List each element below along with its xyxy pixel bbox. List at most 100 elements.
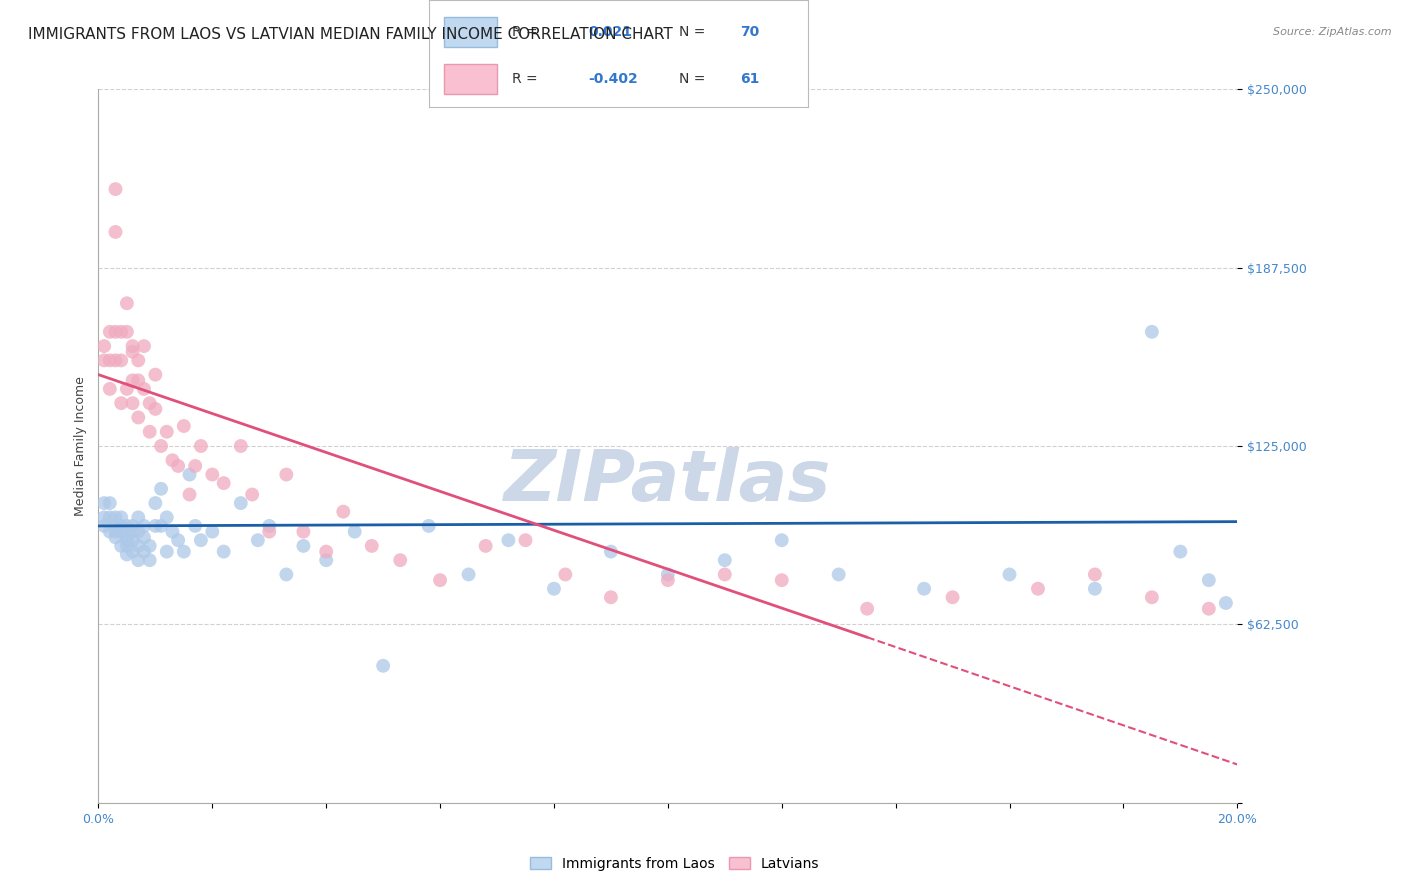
Point <box>201 467 224 482</box>
Point <box>132 382 155 396</box>
Point <box>162 453 184 467</box>
Point <box>156 544 179 558</box>
Point <box>110 396 132 410</box>
Point <box>93 519 115 533</box>
Point <box>127 373 149 387</box>
Text: IMMIGRANTS FROM LAOS VS LATVIAN MEDIAN FAMILY INCOME CORRELATION CHART: IMMIGRANTS FROM LAOS VS LATVIAN MEDIAN F… <box>28 27 673 42</box>
Point <box>127 553 149 567</box>
Point <box>292 524 315 539</box>
Point <box>104 353 127 368</box>
Point <box>543 582 565 596</box>
Point <box>259 519 281 533</box>
Point <box>600 591 623 605</box>
Point <box>104 519 127 533</box>
Point <box>104 530 127 544</box>
Point <box>110 353 132 368</box>
Point <box>229 496 252 510</box>
Point <box>115 296 138 310</box>
Point <box>942 591 965 605</box>
Point <box>110 519 132 533</box>
Point <box>259 524 281 539</box>
Point <box>150 519 173 533</box>
Point <box>457 567 479 582</box>
Point <box>115 519 138 533</box>
Point <box>173 544 195 558</box>
Point <box>714 567 737 582</box>
Point <box>127 524 149 539</box>
Point <box>1198 573 1220 587</box>
Text: 61: 61 <box>740 72 759 87</box>
Point <box>132 339 155 353</box>
Point <box>98 382 121 396</box>
Point <box>212 544 235 558</box>
Point <box>127 410 149 425</box>
Point <box>998 567 1021 582</box>
Point <box>121 544 143 558</box>
Point <box>104 524 127 539</box>
Point <box>240 487 263 501</box>
Point <box>212 476 235 491</box>
Point <box>912 582 935 596</box>
Point <box>190 533 212 548</box>
Point <box>201 524 224 539</box>
Point <box>229 439 252 453</box>
Point <box>138 539 160 553</box>
Point <box>110 539 132 553</box>
Legend: Immigrants from Laos, Latvians: Immigrants from Laos, Latvians <box>524 851 825 876</box>
Point <box>121 533 143 548</box>
Point <box>714 553 737 567</box>
FancyBboxPatch shape <box>444 17 498 47</box>
Point <box>770 573 793 587</box>
Point <box>474 539 496 553</box>
Point <box>121 344 143 359</box>
Text: 0.021: 0.021 <box>588 25 633 39</box>
Point <box>1140 325 1163 339</box>
Point <box>145 519 167 533</box>
Point <box>1215 596 1237 610</box>
Point <box>167 533 190 548</box>
Point <box>276 467 298 482</box>
Point <box>657 567 679 582</box>
Text: R =: R = <box>512 72 538 87</box>
Point <box>115 539 138 553</box>
Point <box>93 496 115 510</box>
Point <box>360 539 382 553</box>
Point <box>515 533 537 548</box>
Point <box>1084 582 1107 596</box>
Point <box>145 401 167 416</box>
Point <box>93 339 115 353</box>
Text: 70: 70 <box>740 25 759 39</box>
Point <box>292 539 315 553</box>
Point <box>167 458 190 473</box>
Point <box>332 505 354 519</box>
Point <box>110 325 132 339</box>
Point <box>98 524 121 539</box>
Text: Source: ZipAtlas.com: Source: ZipAtlas.com <box>1274 27 1392 37</box>
Point <box>115 530 138 544</box>
Point <box>315 544 337 558</box>
Point <box>104 510 127 524</box>
Point <box>98 510 121 524</box>
Point <box>138 553 160 567</box>
Point <box>600 544 623 558</box>
Point <box>132 544 155 558</box>
Point <box>429 573 451 587</box>
Point <box>98 325 121 339</box>
Point <box>554 567 576 582</box>
Text: N =: N = <box>679 25 706 39</box>
Point <box>770 533 793 548</box>
Point <box>1026 582 1049 596</box>
Point <box>173 419 195 434</box>
Point <box>1170 544 1192 558</box>
Point <box>98 496 121 510</box>
Point <box>110 510 132 524</box>
Point <box>856 601 879 615</box>
Point <box>179 467 201 482</box>
Point <box>121 339 143 353</box>
Point <box>132 530 155 544</box>
Point <box>115 548 138 562</box>
Point <box>104 182 127 196</box>
Point <box>389 553 412 567</box>
Point <box>179 487 201 501</box>
Point <box>138 425 160 439</box>
